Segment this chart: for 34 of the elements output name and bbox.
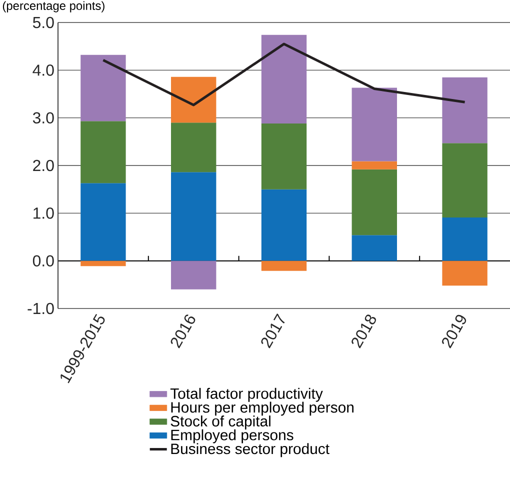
bar — [171, 172, 216, 261]
legend-label: Employed persons — [171, 429, 294, 444]
bar — [442, 217, 488, 261]
bar — [261, 124, 307, 190]
bar — [80, 54, 126, 122]
bar — [442, 77, 488, 144]
y-tick-label: 4.0 — [32, 64, 54, 76]
bar — [442, 260, 488, 286]
bar — [352, 88, 397, 162]
bar — [171, 260, 216, 290]
y-tick-label: 2.0 — [33, 160, 54, 172]
bar — [442, 143, 488, 218]
y-tick-label: 3.0 — [32, 112, 54, 124]
legend-label: Stock of capital — [170, 416, 270, 430]
bar — [261, 260, 307, 271]
bar — [352, 235, 397, 261]
y-tick-label: -1.0 — [28, 302, 54, 314]
legend-label: Total factor productivity — [170, 388, 323, 402]
legend-label: Business sector product — [171, 443, 330, 458]
y-tick-label: 0.0 — [32, 255, 54, 266]
line-series — [102, 42, 466, 106]
chart-title: (percentage points) — [2, 1, 104, 12]
bar — [80, 260, 126, 266]
bar — [171, 76, 216, 123]
bar — [352, 161, 397, 170]
bar — [171, 122, 216, 172]
legend-label: Hours per employed person — [171, 402, 354, 416]
bar — [261, 189, 307, 261]
y-tick-label: 5.0 — [32, 16, 54, 28]
bar — [261, 34, 307, 124]
bar — [352, 169, 397, 236]
bar — [80, 183, 126, 261]
bar — [80, 121, 126, 184]
y-tick-label: 1.0 — [34, 208, 54, 219]
